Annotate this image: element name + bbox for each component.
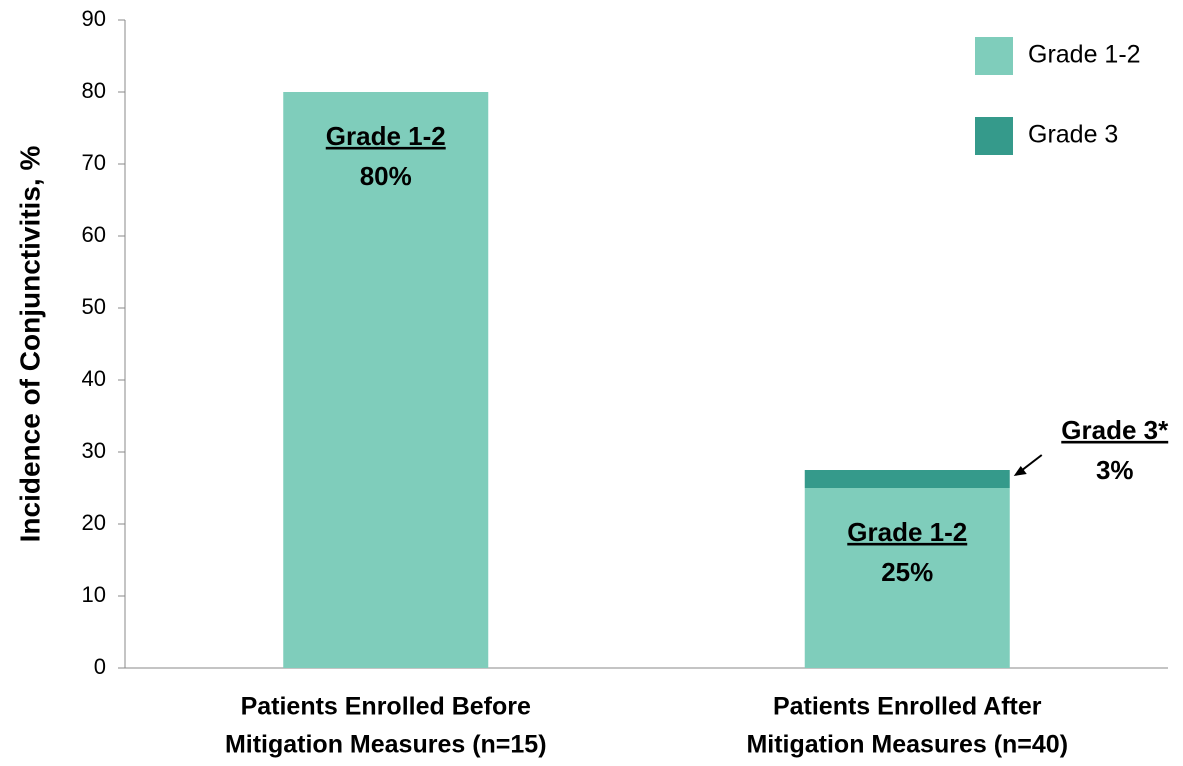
x-tick-label: Patients Enrolled After <box>773 693 1042 721</box>
y-tick-label: 80 <box>82 78 106 103</box>
bar-label-title: Grade 1-2 <box>847 517 967 547</box>
annotation-title: Grade 3* <box>1061 415 1169 445</box>
y-tick-label: 0 <box>94 654 106 679</box>
bar-segment <box>283 92 489 668</box>
bar-segment <box>804 488 1010 668</box>
y-axis-title: Incidence of Conjunctivitis, % <box>14 146 45 543</box>
x-tick-label: Patients Enrolled Before <box>241 693 531 721</box>
bar-value-label: 80% <box>360 161 412 191</box>
x-tick-label: Mitigation Measures (n=40) <box>746 731 1068 759</box>
bar-label-title: Grade 1-2 <box>326 121 446 151</box>
legend-swatch <box>975 37 1013 75</box>
y-tick-label: 10 <box>82 582 106 607</box>
y-tick-label: 30 <box>82 438 106 463</box>
annotation-arrowhead <box>1013 466 1027 476</box>
annotation-value: 3% <box>1096 455 1134 485</box>
y-tick-label: 60 <box>82 222 106 247</box>
legend-label: Grade 1-2 <box>1028 41 1141 69</box>
y-tick-label: 20 <box>82 510 106 535</box>
legend-label: Grade 3 <box>1028 121 1118 149</box>
bar-value-label: 25% <box>881 557 933 587</box>
y-tick-label: 90 <box>82 6 106 31</box>
y-tick-label: 70 <box>82 150 106 175</box>
y-tick-label: 50 <box>82 294 106 319</box>
bar-segment <box>804 470 1010 488</box>
y-tick-label: 40 <box>82 366 106 391</box>
legend-swatch <box>975 117 1013 155</box>
x-tick-label: Mitigation Measures (n=15) <box>225 731 547 759</box>
